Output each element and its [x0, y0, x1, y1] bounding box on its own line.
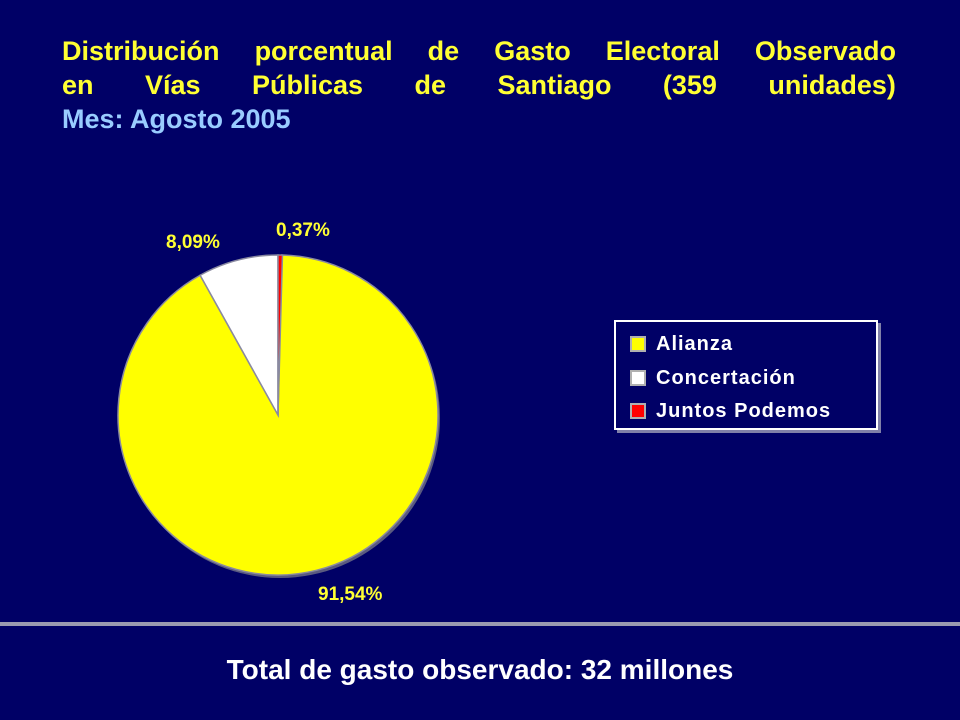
subtitle: Mes: Agosto 2005 — [62, 104, 291, 134]
legend: Alianza Concertación Juntos Podemos — [614, 320, 878, 430]
legend-label: Concertación — [656, 366, 796, 389]
data-label-juntos-podemos: 0,37% — [276, 220, 330, 241]
title-line1-word: Gasto — [494, 36, 571, 66]
legend-item-alianza: Alianza — [630, 329, 733, 359]
divider — [0, 622, 960, 626]
title-block: Distribución porcentual de Gasto Electoral Ob… — [62, 34, 896, 136]
title-line1-word: porcentual — [254, 36, 393, 66]
title-line-2: en Vías Públicas de Santiago (359 unidades) — [62, 68, 896, 102]
legend-item-juntos-podemos: Juntos Podemos — [630, 396, 831, 426]
legend-swatch-alianza — [630, 336, 646, 352]
legend-swatch-concertacion — [630, 370, 646, 386]
legend-label: Alianza — [656, 332, 734, 355]
footer-total: Total de gasto observado: 32 millones — [226, 654, 734, 685]
title-line2-word: unidades) — [768, 70, 896, 100]
title-line2-word: Vías — [144, 70, 201, 100]
title-line2-word: (359 — [662, 70, 717, 100]
legend-item-concertacion: Concertación — [630, 363, 796, 393]
title-line2-word: en — [62, 70, 94, 100]
legend-swatch-juntos-podemos — [630, 403, 646, 419]
title-line1-word: de — [427, 36, 460, 66]
title-line1-word: Electoral — [605, 36, 720, 66]
data-label-concertacion: 8,09% — [166, 232, 220, 253]
title-line-1: Distribución porcentual de Gasto Electoral Ob… — [62, 34, 896, 68]
title-line1-word: Distribución — [62, 36, 220, 66]
legend-label: Juntos Podemos — [656, 399, 832, 422]
title-line2-word: Públicas — [251, 70, 364, 100]
title-line1-word: Observado — [754, 36, 896, 66]
pie-slice-juntos-podemos — [277, 254, 284, 416]
title-line2-word: de — [414, 70, 446, 100]
data-label-alianza: 91,54% — [318, 584, 383, 605]
title-line2-word: Santiago — [497, 70, 612, 100]
